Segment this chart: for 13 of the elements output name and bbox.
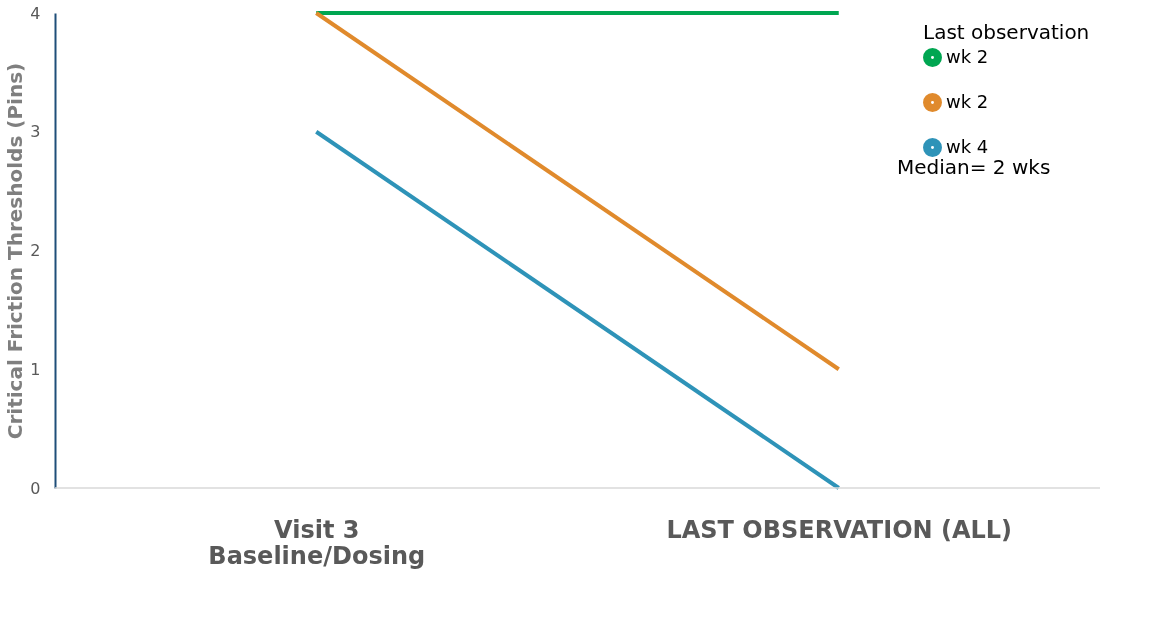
x-tick-label: LAST OBSERVATION (ALL)	[666, 515, 1013, 544]
y-tick-label: 2	[30, 241, 41, 260]
y-tick-label: 4	[30, 3, 41, 23]
legend-title: Last observation	[923, 20, 1090, 44]
annotation: Median= 2 wks	[897, 155, 1051, 179]
y-axis-title: Critical Friction Thresholds (Pins)	[3, 62, 28, 440]
y-tick-label: 0	[30, 478, 41, 498]
y-tick-label: 1	[30, 359, 41, 379]
legend-label: wk 2	[946, 90, 989, 112]
x-tick-label: Visit 3 Baseline/Dosing	[208, 515, 426, 570]
legend-label: wk 2	[946, 45, 989, 67]
legend-label: wk 4	[946, 135, 989, 157]
y-tick-label: 3	[30, 122, 41, 142]
